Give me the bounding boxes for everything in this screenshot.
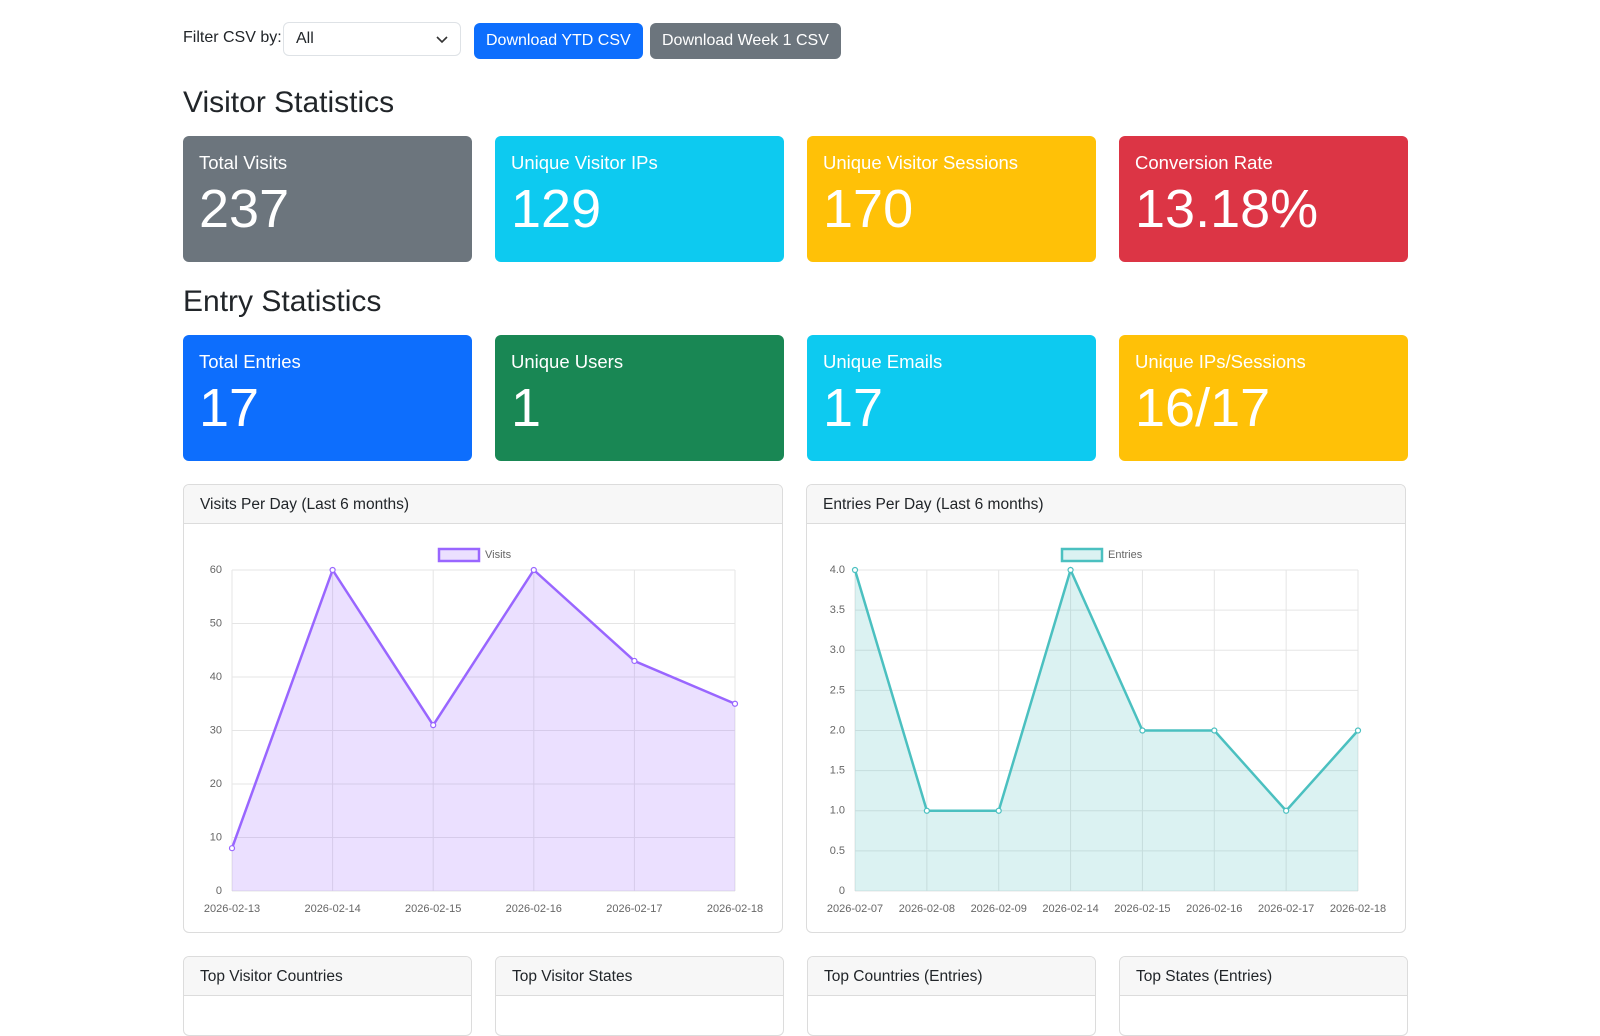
legend-swatch <box>1060 547 1104 563</box>
stat-value: 170 <box>823 179 914 239</box>
stat-label: Unique Visitor IPs <box>511 152 658 173</box>
point <box>1139 727 1146 734</box>
section-title: Entry Statistics <box>183 285 382 318</box>
table-panel: Top Countries (Entries) <box>807 956 1096 1036</box>
y-tick-label: 0.5 <box>830 845 845 857</box>
y-tick-label: 10 <box>210 831 222 843</box>
y-tick-label: 50 <box>210 617 222 629</box>
y-tick-label: 0 <box>839 885 845 897</box>
x-tick-label: 2026-02-18 <box>707 903 763 915</box>
y-tick-label: 2.0 <box>830 724 845 736</box>
filter-select[interactable]: All <box>283 22 461 56</box>
x-tick-label: 2026-02-15 <box>1114 903 1170 915</box>
y-tick-label: 2.5 <box>830 684 845 696</box>
legend-label: Entries <box>1108 549 1143 561</box>
stat-value: 13.18% <box>1135 179 1319 239</box>
point <box>329 566 336 574</box>
section-title: Visitor Statistics <box>183 86 395 119</box>
point <box>851 566 859 574</box>
x-tick-label: 2026-02-14 <box>304 903 360 915</box>
x-tick-label: 2026-02-15 <box>405 903 461 915</box>
y-tick-label: 60 <box>210 564 222 576</box>
y-tick-label: 1.0 <box>830 805 845 817</box>
panel-title: Top Countries (Entries) <box>808 957 1095 996</box>
y-tick-label: 0 <box>216 885 222 897</box>
y-tick-label: 3.5 <box>830 604 845 616</box>
y-tick-label: 30 <box>210 724 222 736</box>
stat-value: 17 <box>823 378 884 438</box>
y-tick-label: 1.5 <box>830 765 845 777</box>
point <box>923 807 930 814</box>
stat-label: Total Visits <box>199 152 288 173</box>
point <box>1067 566 1074 574</box>
stat-card: Total Entries 17 <box>183 335 472 461</box>
panel-title: Top States (Entries) <box>1120 957 1407 996</box>
table-panel: Top Visitor Countries <box>183 956 472 1036</box>
download-ytd-button[interactable]: Download YTD CSV <box>474 23 643 59</box>
point <box>731 700 739 707</box>
point <box>228 845 236 852</box>
stat-label: Total Entries <box>199 351 301 372</box>
x-tick-label: 2026-02-13 <box>204 903 260 915</box>
point <box>1211 727 1218 734</box>
stat-card: Unique Visitor Sessions 170 <box>807 136 1096 262</box>
point <box>430 722 437 729</box>
stat-value: 129 <box>511 179 602 239</box>
legend-swatch <box>437 547 481 563</box>
stat-label: Unique Users <box>511 351 624 372</box>
point <box>631 657 638 665</box>
filter-label: Filter CSV by: <box>183 29 282 46</box>
stat-label: Unique IPs/Sessions <box>1135 351 1306 372</box>
stat-card: Total Visits 237 <box>183 136 472 262</box>
stat-value: 237 <box>199 179 290 239</box>
select-value: All <box>296 30 314 47</box>
point <box>1283 807 1290 814</box>
x-tick-label: 2026-02-08 <box>899 903 955 915</box>
chart-panel: Entries Per Day (Last 6 months) 0 0.5 1.0 1.… <box>806 484 1406 933</box>
stat-card: Unique Users 1 <box>495 335 784 461</box>
panel-title: Entries Per Day (Last 6 months) <box>807 485 1405 524</box>
x-tick-label: 2026-02-07 <box>827 903 883 915</box>
legend-label: Visits <box>485 549 512 561</box>
area <box>232 570 735 891</box>
x-tick-label: 2026-02-17 <box>1258 903 1314 915</box>
panel-title: Visits Per Day (Last 6 months) <box>184 485 782 524</box>
x-tick-label: 2026-02-16 <box>1186 903 1242 915</box>
stat-card: Unique Visitor IPs 129 <box>495 136 784 262</box>
chart-panel: Visits Per Day (Last 6 months) 0 10 20 30 40 5… <box>183 484 783 933</box>
x-tick-label: 2026-02-09 <box>971 903 1027 915</box>
panel-title: Top Visitor Countries <box>184 957 471 996</box>
stat-value: 17 <box>199 378 260 438</box>
stat-label: Unique Emails <box>823 351 943 372</box>
download-week-button[interactable]: Download Week 1 CSV <box>650 23 841 59</box>
stat-value: 1 <box>511 378 542 438</box>
stat-card: Unique Emails 17 <box>807 335 1096 461</box>
point <box>995 807 1002 814</box>
panel-title: Top Visitor States <box>496 957 783 996</box>
x-tick-label: 2026-02-17 <box>606 903 662 915</box>
table-panel: Top Visitor States <box>495 956 784 1036</box>
y-tick-label: 40 <box>210 671 222 683</box>
chevron <box>436 36 448 44</box>
stat-card: Conversion Rate 13.18% <box>1119 136 1408 262</box>
stat-card: Unique IPs/Sessions 16/17 <box>1119 335 1408 461</box>
stat-label: Conversion Rate <box>1135 152 1273 173</box>
line <box>230 567 736 849</box>
chart: 0 10 20 30 40 50 60 2026-02-13 2026-02-14 2026-02… <box>204 547 763 915</box>
page: Filter CSV by: All Download YTD CSV Down… <box>183 22 1408 1036</box>
x-tick-label: 2026-02-16 <box>506 903 562 915</box>
stat-value: 16/17 <box>1135 378 1271 438</box>
y-tick-label: 20 <box>210 778 222 790</box>
line <box>853 566 1359 813</box>
y-tick-label: 4.0 <box>830 564 845 576</box>
chart: 0 0.5 1.0 1.5 2.0 2.5 3.0 3.5 4.0 2026-02-07 2026-… <box>827 547 1386 915</box>
x-tick-label: 2026-02-18 <box>1330 903 1386 915</box>
point <box>530 566 537 574</box>
x-tick-label: 2026-02-14 <box>1042 903 1098 915</box>
stat-label: Unique Visitor Sessions <box>823 152 1019 173</box>
y-tick-label: 3.0 <box>830 644 845 656</box>
table-panel: Top States (Entries) <box>1119 956 1408 1036</box>
point <box>1354 727 1362 734</box>
